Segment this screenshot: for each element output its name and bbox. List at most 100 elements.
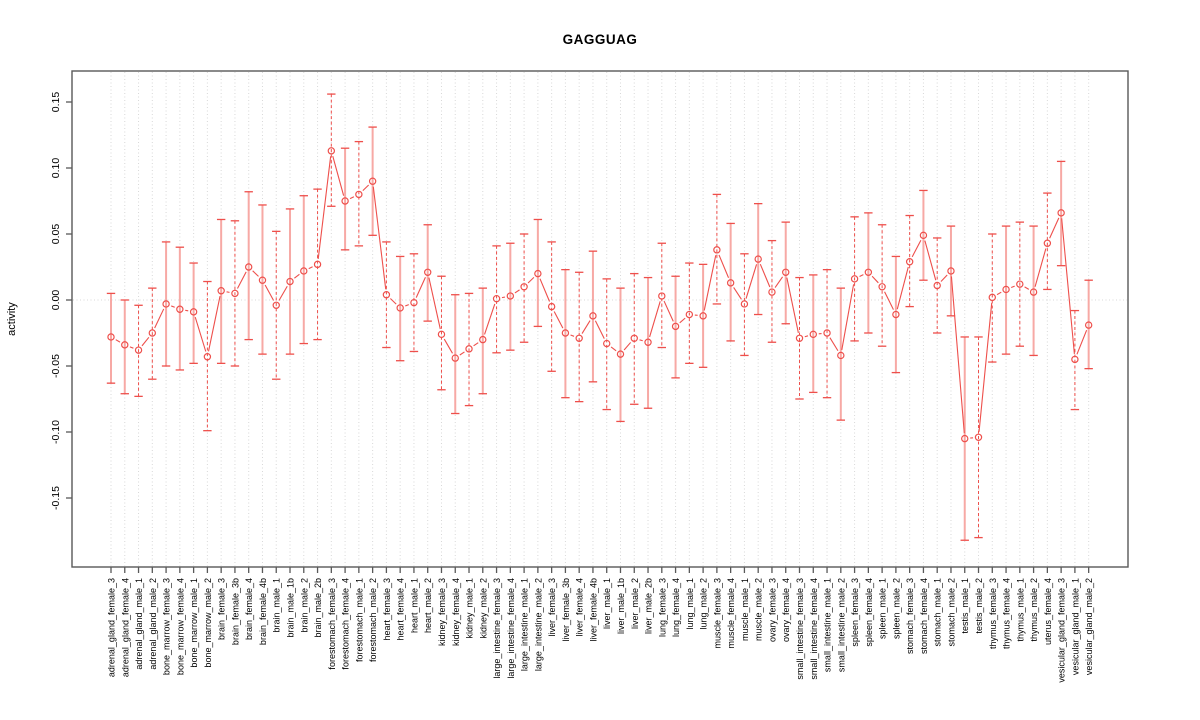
data-point: [644, 338, 652, 346]
series-line-segment: [679, 317, 686, 324]
series-line-segment: [594, 320, 605, 339]
data-point: [176, 305, 184, 313]
data-point: [506, 292, 515, 300]
data-point: [134, 346, 143, 354]
data-point: [465, 345, 473, 353]
x-tick-label: liver_female_3b: [561, 578, 571, 642]
x-tick-label: small_intestine_male_1: [823, 578, 833, 672]
data-point: [754, 255, 762, 263]
data-point: [1016, 280, 1024, 288]
data-point: [189, 308, 198, 316]
x-tick-label: forestomach_female_4: [341, 578, 351, 670]
x-tick-label: brain_female_3: [217, 578, 227, 640]
x-tick-label: kidney_female_4: [451, 578, 461, 646]
x-tick-label: large_intestine_male_1: [520, 578, 530, 671]
x-tick-label: adrenal_gland_female_3: [107, 578, 117, 677]
series-line-segment: [236, 271, 247, 289]
series-line-segment: [389, 298, 397, 305]
data-point: [534, 269, 542, 278]
y-tick-label: 0.10: [50, 158, 62, 179]
series-line-segment: [428, 277, 441, 330]
data-point: [850, 275, 859, 283]
data-point: [726, 279, 735, 287]
x-tick-label: stomach_male_2: [946, 578, 956, 647]
data-point: [300, 267, 308, 275]
data-point: [327, 147, 336, 155]
series-line-segment: [570, 334, 575, 337]
x-tick-label: brain_female_4b: [258, 578, 268, 645]
series-line-segment: [372, 186, 387, 290]
data-point: [795, 334, 804, 342]
x-tick-label: spleen_male_2: [891, 578, 901, 639]
data-point: [864, 268, 873, 276]
x-tick-label: thymus_male_1: [1015, 578, 1025, 642]
x-tick-label: testis_male_1: [960, 578, 970, 634]
x-tick-label: vesicular_gland_male_2: [1084, 578, 1094, 675]
data-point: [341, 197, 349, 205]
series-line-segment: [745, 264, 758, 299]
x-tick-label: small_intestine_female_3: [795, 578, 805, 680]
x-tick-label: spleen_female_3: [850, 578, 860, 647]
x-tick-label: thymus_female_3: [988, 578, 998, 649]
data-point: [961, 434, 969, 443]
series-line-segment: [171, 305, 175, 308]
data-point: [286, 277, 294, 286]
x-tick-label: brain_male_2: [299, 578, 309, 633]
data-point: [685, 310, 694, 319]
series-line-segment: [911, 239, 922, 258]
x-tick-label: large_intestine_female_3: [492, 578, 502, 679]
x-tick-label: adrenal_gland_male_1: [134, 578, 144, 670]
x-tick-label: lung_female_3: [657, 578, 667, 637]
series-line-segment: [581, 320, 591, 334]
series-line-segment: [649, 301, 661, 338]
x-tick-label: heart_female_4: [396, 578, 406, 641]
x-tick-label: stomach_female_3: [905, 578, 915, 654]
series-line-segment: [294, 273, 300, 279]
series-line-segment: [349, 196, 355, 200]
x-tick-label: liver_male_2: [630, 578, 640, 629]
series-line-segment: [317, 156, 332, 259]
series-line-segment: [226, 291, 230, 293]
x-tick-label: liver_male_1b: [616, 578, 626, 634]
y-tick-label: 0.05: [50, 224, 62, 245]
series-line-segment: [786, 277, 799, 334]
x-tick-label: lung_male_2: [699, 578, 709, 630]
series-line-segment: [527, 277, 535, 284]
x-tick-label: bone_marrow_male_2: [203, 578, 213, 668]
series-line-segment: [129, 346, 134, 349]
x-tick-label: liver_female_4b: [588, 578, 598, 642]
data-point: [988, 293, 996, 302]
data-point: [589, 312, 597, 320]
x-tick-label: lung_female_4: [671, 578, 681, 637]
series-line-segment: [405, 304, 410, 307]
x-tick-label: brain_female_4: [244, 578, 254, 640]
x-tick-label: thymus_male_2: [1029, 578, 1039, 642]
data-point: [148, 329, 157, 337]
series-line-segment: [539, 278, 551, 302]
series-line-segment: [154, 308, 165, 329]
data-point: [658, 292, 666, 300]
data-point: [203, 353, 212, 361]
data-point: [892, 310, 900, 319]
x-tick-label: uterus_female_4: [1043, 578, 1053, 645]
y-tick-label: -0.05: [50, 354, 62, 378]
x-tick-label: adrenal_gland_male_2: [148, 578, 158, 670]
data-point: [424, 268, 432, 276]
x-tick-label: muscle_male_1: [740, 578, 750, 641]
data-point: [768, 288, 776, 296]
data-point: [603, 339, 611, 348]
series-line-segment: [308, 266, 313, 270]
x-tick-label: bone_marrow_male_1: [189, 578, 199, 668]
data-point: [107, 333, 115, 341]
x-tick-label: liver_male_2b: [644, 578, 654, 634]
data-point: [313, 260, 322, 269]
data-point: [492, 294, 501, 303]
series-line-segment: [884, 291, 894, 310]
data-point: [974, 433, 983, 441]
data-point: [382, 291, 391, 299]
series-line-segment: [859, 274, 864, 277]
x-tick-label: forestomach_female_3: [327, 578, 337, 670]
series-line-segment: [553, 311, 564, 329]
data-point: [919, 231, 928, 240]
